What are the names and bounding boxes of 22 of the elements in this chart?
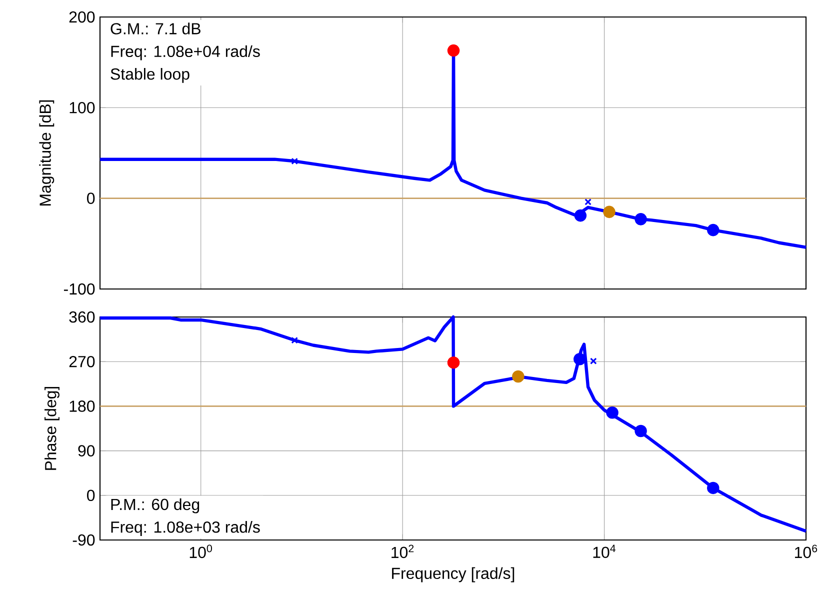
y-tick-label: 100 [70, 102, 95, 114]
y-tick-label: -90 [72, 534, 95, 546]
x-axis-title: Frequency [rad/s] [392, 567, 514, 582]
y-axis-title: Magnitude [dB] [39, 100, 54, 206]
y-tick-label: 200 [69, 11, 95, 23]
annotation: P.M.: 60 deg [111, 498, 200, 514]
y-tick-label: 360 [69, 311, 95, 323]
y-tick-label: 0 [87, 192, 95, 204]
annotation: Stable loop [110, 68, 190, 83]
annotation: Freq: 1.08e+04 rad/s [111, 45, 260, 60]
x-tick-label: 10$^{0}$ [190, 544, 212, 558]
y-tick-label: 270 [69, 356, 95, 368]
y-axis-title: Phase [deg] [44, 386, 60, 470]
x-tick-label: 10$^{6}$ [795, 544, 818, 558]
annotation: Freq: 1.08e+03 rad/s [111, 521, 260, 536]
y-tick-label: 0 [87, 490, 95, 502]
annotation: G.M.: 7.1 dB [110, 22, 200, 34]
y-tick-label: 180 [70, 400, 95, 412]
y-tick-label: -100 [64, 283, 95, 295]
x-tick-label: 10$^{4}$ [593, 544, 616, 558]
x-tick-label: 10$^{2}$ [392, 544, 414, 558]
y-tick-label: 90 [78, 445, 95, 456]
